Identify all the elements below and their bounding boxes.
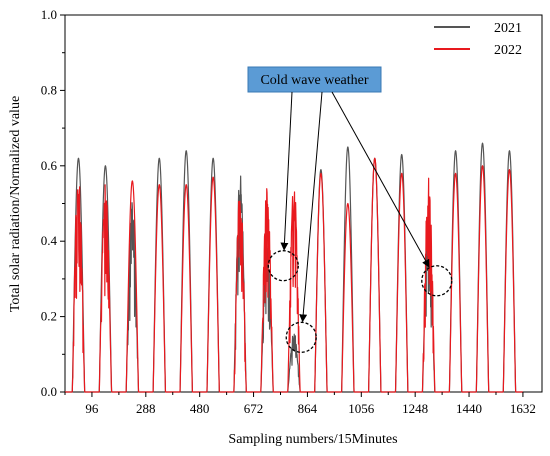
legend-label: 2022 [494,43,522,58]
legend-label: 2021 [494,21,522,36]
x-tick-label: 864 [298,401,318,416]
x-tick-label: 672 [244,401,264,416]
y-axis-title: Total solar radiation/Normalized value [8,96,23,312]
x-tick-label: 1248 [402,401,428,416]
annotation-arrow [299,91,323,323]
annotation-arrow [331,91,430,268]
annotation-layer: Cold wave weather [247,66,453,353]
x-tick-label: 288 [136,401,156,416]
x-tick-label: 1440 [456,401,482,416]
y-tick-label: 0.0 [41,384,57,399]
annotation-arrow [280,91,293,251]
cold-wave-circle [285,321,317,353]
y-tick-label: 0.2 [41,309,57,324]
axes-layer: 0.0 0.2 0.4 0.6 0.8 1.0 96 288 480 672 864 1056 1248… [41,7,536,416]
series-layer [64,142,524,393]
x-tick-label: 1632 [510,401,536,416]
x-axis-title: Sampling numbers/15Minutes [228,432,397,447]
annotation-text: Cold wave weather [260,73,368,88]
legend: 2021 2022 [434,21,522,58]
x-tick-label: 1056 [348,401,375,416]
x-tick-label: 96 [85,401,99,416]
x-tick-label: 480 [190,401,210,416]
series-line-2022 [64,157,524,393]
y-tick-label: 1.0 [41,7,57,22]
cold-wave-circle [421,265,453,297]
y-tick-label: 0.4 [41,233,58,248]
y-tick-label: 0.6 [41,158,58,173]
y-tick-label: 0.8 [41,82,57,97]
annotation-box [247,66,382,93]
